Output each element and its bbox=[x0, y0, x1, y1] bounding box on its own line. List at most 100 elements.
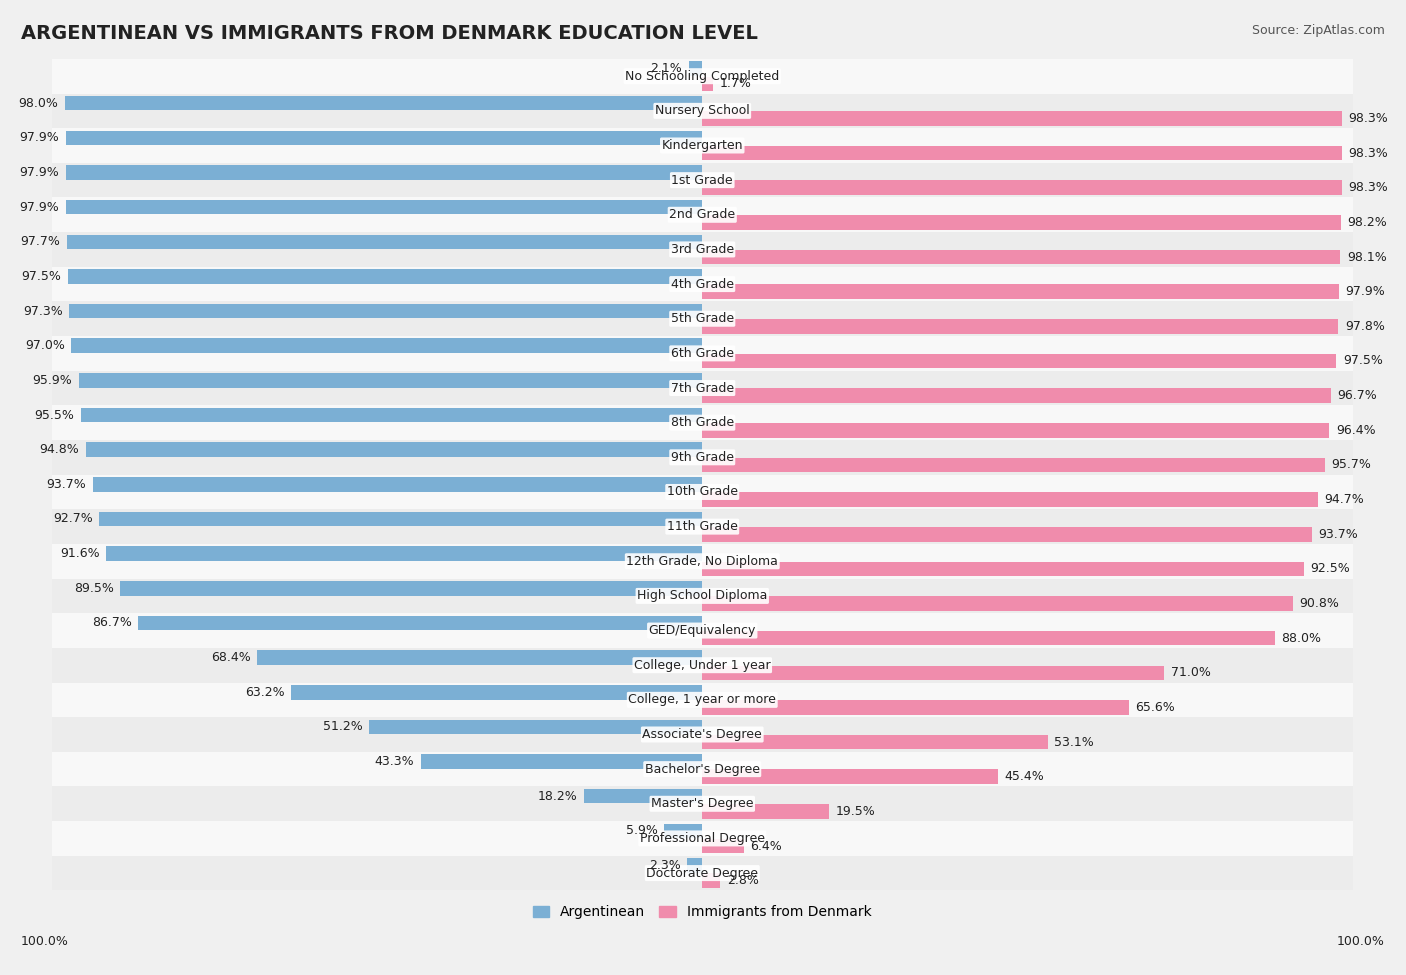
Text: 88.0%: 88.0% bbox=[1281, 632, 1322, 644]
Bar bbox=[702, 180, 1341, 195]
Text: 51.2%: 51.2% bbox=[323, 721, 363, 733]
Bar bbox=[688, 858, 702, 873]
Bar bbox=[52, 718, 1353, 752]
Text: 98.3%: 98.3% bbox=[1348, 112, 1388, 125]
Text: 86.7%: 86.7% bbox=[91, 616, 132, 630]
Text: 1st Grade: 1st Grade bbox=[672, 174, 733, 186]
Bar bbox=[257, 650, 702, 665]
Bar bbox=[583, 789, 702, 803]
Bar bbox=[702, 319, 1339, 333]
Text: 97.5%: 97.5% bbox=[1343, 355, 1382, 368]
Bar bbox=[52, 578, 1353, 613]
Text: 97.9%: 97.9% bbox=[20, 201, 59, 214]
Bar bbox=[52, 613, 1353, 647]
Text: 2.3%: 2.3% bbox=[650, 859, 681, 872]
Text: 6.4%: 6.4% bbox=[751, 839, 782, 852]
Bar bbox=[702, 597, 1294, 610]
Text: 6th Grade: 6th Grade bbox=[671, 347, 734, 360]
Text: 97.9%: 97.9% bbox=[20, 132, 59, 144]
Text: Professional Degree: Professional Degree bbox=[640, 832, 765, 845]
Bar bbox=[66, 165, 702, 179]
Bar bbox=[702, 526, 1312, 541]
Text: 43.3%: 43.3% bbox=[374, 755, 415, 768]
Bar bbox=[138, 615, 702, 630]
Bar bbox=[52, 752, 1353, 787]
Text: 92.5%: 92.5% bbox=[1310, 563, 1350, 575]
Text: 97.0%: 97.0% bbox=[25, 339, 65, 352]
Bar bbox=[52, 647, 1353, 682]
Text: 71.0%: 71.0% bbox=[1171, 666, 1211, 680]
Bar bbox=[52, 128, 1353, 163]
Text: 2nd Grade: 2nd Grade bbox=[669, 209, 735, 221]
Bar bbox=[86, 443, 702, 457]
Bar bbox=[664, 824, 702, 838]
Bar bbox=[79, 373, 702, 388]
Bar bbox=[420, 755, 702, 769]
Bar bbox=[52, 163, 1353, 198]
Text: 95.5%: 95.5% bbox=[35, 409, 75, 421]
Text: 97.9%: 97.9% bbox=[1346, 286, 1385, 298]
Bar bbox=[82, 408, 702, 422]
Bar bbox=[69, 304, 702, 319]
Bar bbox=[52, 544, 1353, 578]
Bar bbox=[52, 94, 1353, 128]
Bar bbox=[702, 874, 720, 888]
Bar bbox=[702, 146, 1341, 161]
Text: 93.7%: 93.7% bbox=[46, 478, 86, 490]
Text: 18.2%: 18.2% bbox=[537, 790, 578, 802]
Bar bbox=[52, 821, 1353, 856]
Bar bbox=[120, 581, 702, 596]
Text: 100.0%: 100.0% bbox=[21, 935, 69, 948]
Bar bbox=[689, 61, 702, 76]
Bar bbox=[702, 838, 744, 853]
Text: 94.7%: 94.7% bbox=[1324, 493, 1364, 506]
Text: College, 1 year or more: College, 1 year or more bbox=[628, 693, 776, 706]
Text: 90.8%: 90.8% bbox=[1299, 597, 1339, 610]
Text: 53.1%: 53.1% bbox=[1054, 735, 1094, 749]
Bar bbox=[52, 232, 1353, 267]
Bar bbox=[702, 354, 1337, 369]
Bar bbox=[702, 388, 1331, 403]
Bar bbox=[702, 769, 997, 784]
Text: 45.4%: 45.4% bbox=[1004, 770, 1043, 783]
Bar bbox=[702, 700, 1129, 715]
Text: 98.2%: 98.2% bbox=[1347, 215, 1388, 229]
Bar bbox=[52, 370, 1353, 406]
Text: 1.7%: 1.7% bbox=[720, 77, 752, 91]
Text: Master's Degree: Master's Degree bbox=[651, 798, 754, 810]
Text: Doctorate Degree: Doctorate Degree bbox=[647, 867, 758, 879]
Bar bbox=[702, 631, 1275, 645]
Text: 4th Grade: 4th Grade bbox=[671, 278, 734, 291]
Bar bbox=[65, 96, 702, 110]
Bar bbox=[702, 735, 1047, 750]
Text: 98.1%: 98.1% bbox=[1347, 251, 1386, 263]
Text: 92.7%: 92.7% bbox=[53, 513, 93, 526]
Text: 93.7%: 93.7% bbox=[1319, 527, 1358, 541]
Bar bbox=[702, 804, 830, 819]
Bar bbox=[702, 111, 1341, 126]
Text: 100.0%: 100.0% bbox=[1337, 935, 1385, 948]
Text: 96.7%: 96.7% bbox=[1337, 389, 1378, 402]
Bar bbox=[52, 682, 1353, 718]
Bar bbox=[702, 666, 1164, 681]
Legend: Argentinean, Immigrants from Denmark: Argentinean, Immigrants from Denmark bbox=[527, 900, 877, 925]
Text: Source: ZipAtlas.com: Source: ZipAtlas.com bbox=[1251, 24, 1385, 37]
Text: 97.3%: 97.3% bbox=[22, 304, 63, 318]
Bar bbox=[702, 215, 1341, 230]
Text: Associate's Degree: Associate's Degree bbox=[643, 728, 762, 741]
Text: 19.5%: 19.5% bbox=[835, 805, 876, 818]
Text: 65.6%: 65.6% bbox=[1136, 701, 1175, 714]
Bar bbox=[100, 512, 702, 526]
Bar bbox=[67, 235, 702, 249]
Text: 98.3%: 98.3% bbox=[1348, 181, 1388, 194]
Bar bbox=[702, 423, 1329, 438]
Text: 8th Grade: 8th Grade bbox=[671, 416, 734, 429]
Bar bbox=[52, 787, 1353, 821]
Text: 96.4%: 96.4% bbox=[1336, 424, 1375, 437]
Text: ARGENTINEAN VS IMMIGRANTS FROM DENMARK EDUCATION LEVEL: ARGENTINEAN VS IMMIGRANTS FROM DENMARK E… bbox=[21, 24, 758, 43]
Bar bbox=[702, 562, 1303, 576]
Text: 68.4%: 68.4% bbox=[211, 651, 250, 664]
Bar bbox=[291, 685, 702, 699]
Bar bbox=[52, 406, 1353, 440]
Bar bbox=[52, 198, 1353, 232]
